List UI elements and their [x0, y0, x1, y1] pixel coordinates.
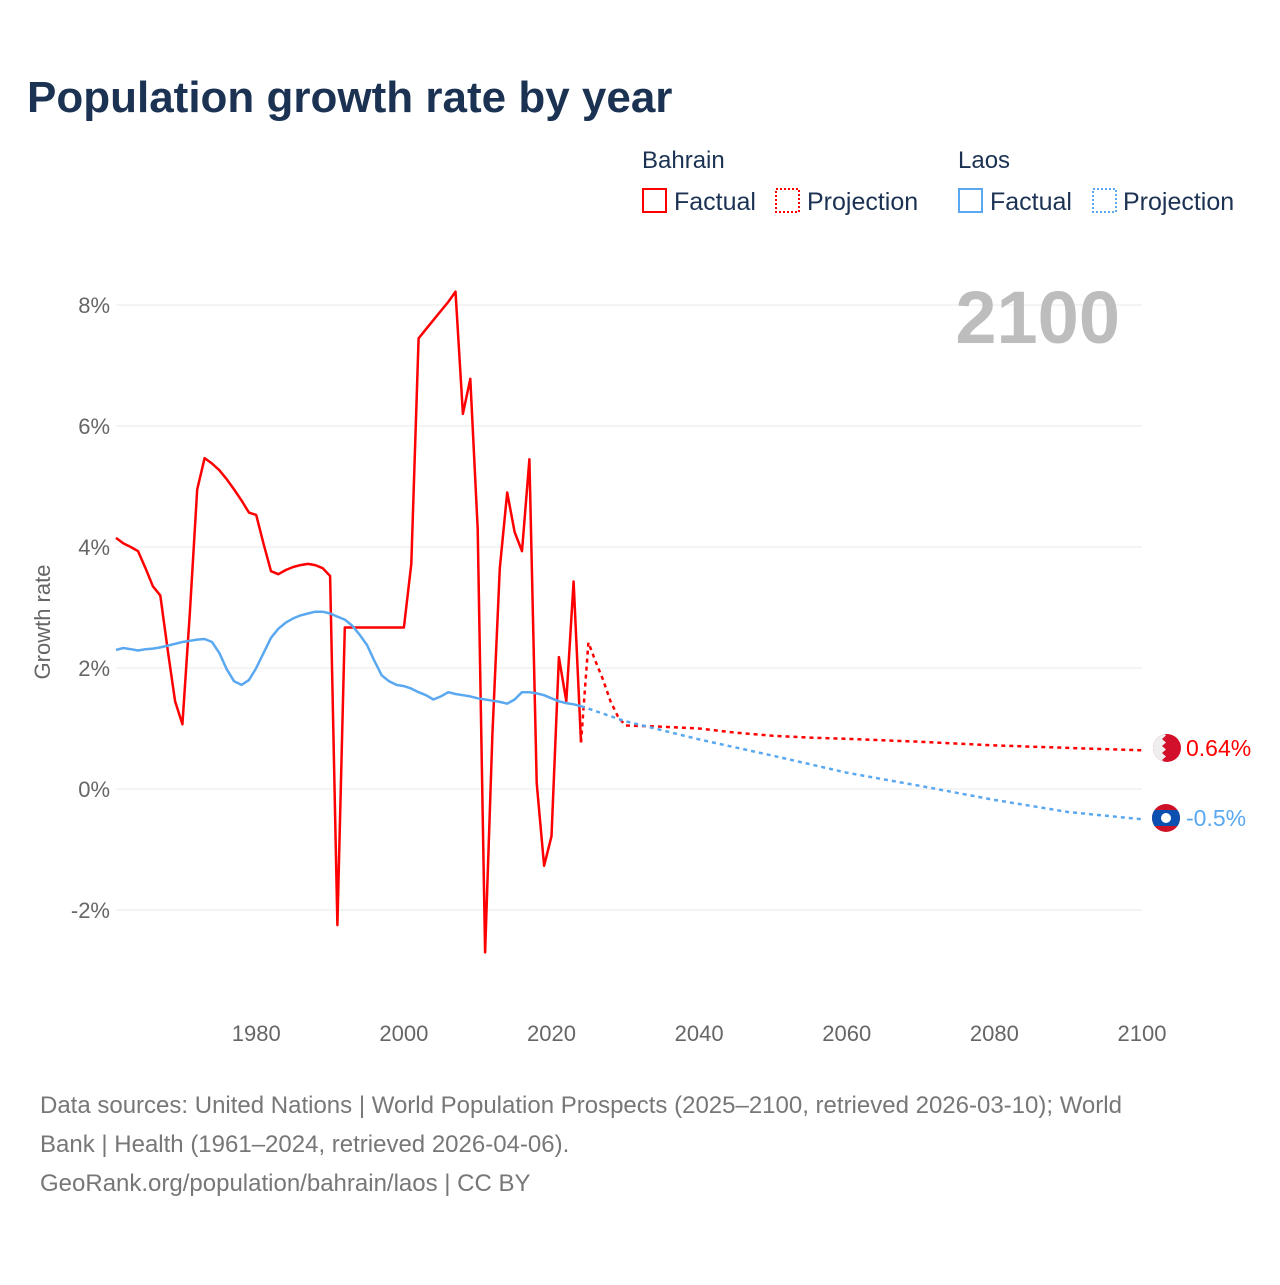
footer-sources-line1: Data sources: United Nations | World Pop… [40, 1092, 1122, 1119]
legend-label-laos-projection[interactable]: Projection [1123, 188, 1234, 216]
x-tick-label: 1980 [232, 1021, 281, 1046]
legend-swatch-laos-projection[interactable] [1092, 188, 1117, 213]
legend-group-laos: Laos [958, 147, 1010, 174]
x-axis-ticks: 1980 2000 2020 2040 2060 2080 2100 [232, 1021, 1167, 1046]
x-tick-label: 2060 [822, 1021, 871, 1046]
bahrain-flag-icon [1153, 734, 1181, 762]
bahrain-factual-line [115, 290, 583, 954]
y-tick-label: 8% [78, 293, 110, 318]
y-tick-label: 6% [78, 414, 110, 439]
y-axis-ticks: 8% 6% 4% 2% 0% -2% [71, 293, 110, 923]
end-label-bahrain: 0.64% [1186, 735, 1251, 761]
legend-label-laos-factual[interactable]: Factual [990, 188, 1072, 216]
laos-projection-line [580, 704, 1143, 821]
gridlines [116, 304, 1142, 911]
legend-label-bahrain-projection[interactable]: Projection [807, 188, 918, 216]
x-tick-label: 2100 [1118, 1021, 1167, 1046]
y-tick-label: 0% [78, 777, 110, 802]
x-tick-label: 2020 [527, 1021, 576, 1046]
legend-label-bahrain-factual[interactable]: Factual [674, 188, 756, 216]
bahrain-projection-line [579, 642, 1143, 752]
y-tick-label: 2% [78, 656, 110, 681]
legend-swatch-bahrain-factual[interactable] [642, 188, 667, 213]
x-tick-label: 2040 [675, 1021, 724, 1046]
footer-sources-line2: Bank | Health (1961–2024, retrieved 2026… [40, 1131, 569, 1158]
legend: Bahrain Factual Projection Laos Factual … [642, 147, 1234, 216]
legend-swatch-bahrain-projection[interactable] [775, 188, 800, 213]
x-tick-label: 2000 [379, 1021, 428, 1046]
legend-group-bahrain: Bahrain [642, 147, 725, 174]
chart-title: Population growth rate by year [27, 73, 672, 122]
legend-swatch-laos-factual[interactable] [958, 188, 983, 213]
year-display: 2100 [955, 276, 1120, 359]
y-tick-label: -2% [71, 898, 110, 923]
laos-factual-line [115, 610, 582, 708]
series-lines [115, 290, 1143, 954]
y-axis-label: Growth rate [30, 565, 55, 680]
y-tick-label: 4% [78, 535, 110, 560]
laos-flag-icon [1152, 804, 1180, 832]
footer-attribution-link[interactable]: GeoRank.org/population/bahrain/laos | CC… [40, 1170, 531, 1197]
end-label-laos: -0.5% [1186, 805, 1246, 831]
x-tick-label: 2080 [970, 1021, 1019, 1046]
